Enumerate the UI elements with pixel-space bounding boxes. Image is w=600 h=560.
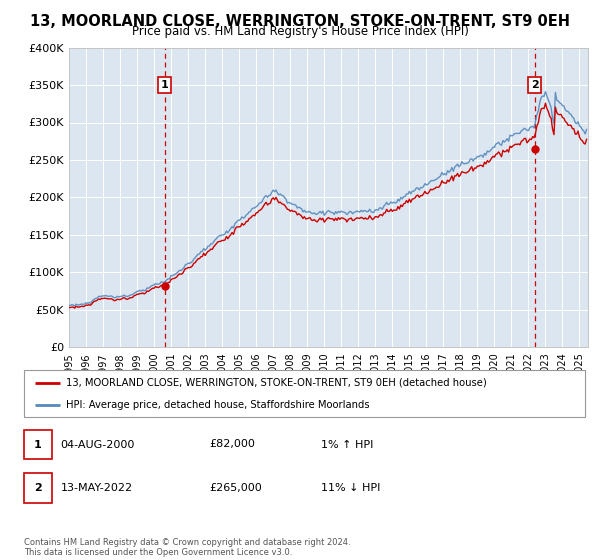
Text: Price paid vs. HM Land Registry's House Price Index (HPI): Price paid vs. HM Land Registry's House …	[131, 25, 469, 38]
Text: 1: 1	[34, 440, 42, 450]
Text: 13, MOORLAND CLOSE, WERRINGTON, STOKE-ON-TRENT, ST9 0EH: 13, MOORLAND CLOSE, WERRINGTON, STOKE-ON…	[30, 14, 570, 29]
Text: 2: 2	[531, 80, 539, 90]
Text: 1: 1	[161, 80, 169, 90]
Text: £82,000: £82,000	[209, 440, 255, 450]
Text: £265,000: £265,000	[209, 483, 262, 493]
Text: 04-AUG-2000: 04-AUG-2000	[61, 440, 135, 450]
FancyBboxPatch shape	[24, 430, 52, 459]
Text: 2: 2	[34, 483, 42, 493]
Text: HPI: Average price, detached house, Staffordshire Moorlands: HPI: Average price, detached house, Staf…	[66, 400, 370, 410]
Text: 13-MAY-2022: 13-MAY-2022	[61, 483, 133, 493]
Text: Contains HM Land Registry data © Crown copyright and database right 2024.
This d: Contains HM Land Registry data © Crown c…	[24, 538, 350, 557]
Text: 11% ↓ HPI: 11% ↓ HPI	[322, 483, 381, 493]
FancyBboxPatch shape	[24, 473, 52, 503]
FancyBboxPatch shape	[24, 370, 585, 417]
Text: 1% ↑ HPI: 1% ↑ HPI	[322, 440, 374, 450]
Text: 13, MOORLAND CLOSE, WERRINGTON, STOKE-ON-TRENT, ST9 0EH (detached house): 13, MOORLAND CLOSE, WERRINGTON, STOKE-ON…	[66, 378, 487, 388]
